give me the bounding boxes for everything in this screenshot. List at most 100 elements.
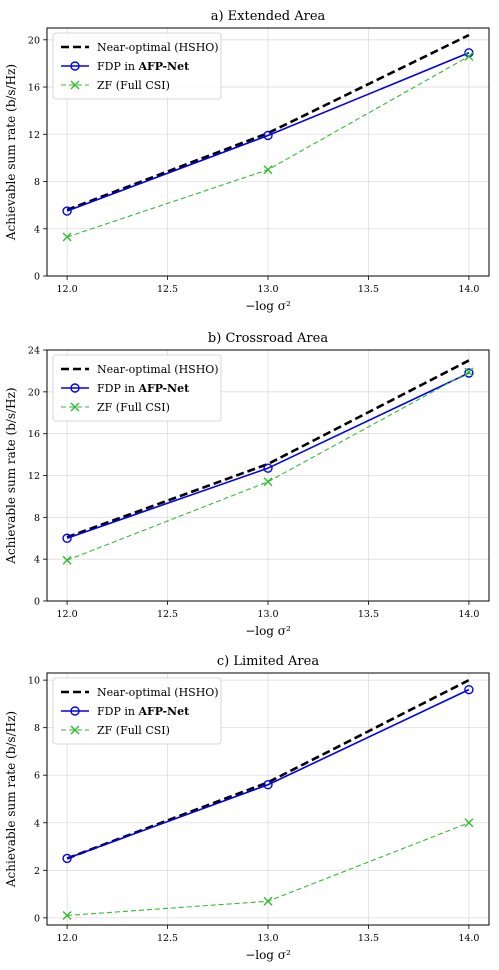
legend-box [52,32,222,100]
chart-title: a) Extended Area [211,9,326,24]
chart-panel-1: a) Extended Area 12.0 12.5 13.0 13.5 14.0 0 4 8 1… [4,9,490,313]
data-point-x [464,367,474,377]
data-point-circle [263,780,273,790]
x-tick-label: 13.0 [257,933,278,944]
legend-marker-circle [70,61,80,71]
series-line-3 [66,371,470,561]
x-tick-label: 12.0 [57,284,78,295]
legend: Near-optimal (HSHO) FDP in AFP-Net ZF (Ful… [52,354,222,422]
legend-marker-x [70,80,80,90]
x-tick-label: 12.5 [157,609,178,620]
y-axis-label: Achievable sum rate (b/s/Hz) [4,64,18,241]
y-tick-label: 8 [34,513,40,524]
x-tick-label: 13.5 [358,933,379,944]
series-line-1 [66,359,470,539]
data-point-circle [263,463,273,473]
legend-marker-circle [70,383,80,393]
data-point-x [263,896,273,906]
data-point-x-stroke [62,232,72,242]
legend-label: FDP in AFP-Net [97,60,190,73]
y-tick-label: 8 [34,177,40,188]
chart-title: b) Crossroad Area [208,331,328,346]
data-point-circle [263,130,273,141]
legend-label-bold: AFP-Net [137,60,190,73]
data-point-circle [62,533,72,543]
y-tick-label: 10 [28,676,40,687]
data-point-x-stroke [263,165,273,175]
data-point-x-stroke [464,367,474,377]
y-tick-label: 20 [28,387,40,398]
chart-panel-2: b) Crossroad Area 12.0 12.5 13.0 13.5 14.0 0 4 8… [4,331,490,638]
data-point-x-stroke [263,477,273,487]
legend-marker-x [70,725,80,735]
y-tick-label: 16 [28,429,40,440]
legend-label: FDP in AFP-Net [97,382,190,395]
series-line-1 [66,33,470,212]
y-tick-label: 20 [28,35,40,46]
legend-label: Near-optimal (HSHO) [97,686,219,699]
legend: Near-optimal (HSHO) FDP in AFP-Net ZF (Ful… [52,32,222,100]
legend-label-prefix: FDP in [97,382,138,395]
x-tick-label: 12.0 [57,609,78,620]
legend-label: ZF (Full CSI) [97,79,170,92]
x-tick-label: 13.5 [358,609,379,620]
data-point-x [464,51,474,61]
y-axis-label: Achievable sum rate (b/s/Hz) [4,711,18,888]
data-point-x-stroke [62,910,72,920]
data-point-circle [464,368,474,378]
x-tick-label: 14.0 [458,609,479,620]
data-point-x-stroke [62,555,72,565]
y-tick-label: 4 [34,818,40,829]
series-line-2 [66,688,470,860]
data-point-x-stroke [263,896,273,906]
y-tick-label: 16 [28,83,40,94]
data-point-x [62,555,72,565]
x-tick-label: 13.0 [257,284,278,295]
legend-box [52,677,222,745]
data-point-x [62,910,72,920]
data-point-x [62,232,72,242]
legend-label: ZF (Full CSI) [97,401,170,414]
legend-marker-x [70,402,80,412]
x-tick-label: 13.5 [358,284,379,295]
legend-label-bold: AFP-Net [137,705,190,718]
y-tick-label: 0 [34,597,40,608]
data-point-circle [62,206,72,216]
x-tick-label: 12.0 [57,933,78,944]
chart-title: c) Limited Area [217,654,319,669]
data-point-x-stroke [464,51,474,61]
legend-label-bold: AFP-Net [137,382,190,395]
x-axis-label: −log σ² [245,299,291,313]
y-tick-label: 0 [34,272,40,283]
legend-label: FDP in AFP-Net [97,705,190,718]
y-tick-label: 4 [34,224,40,235]
x-tick-label: 12.5 [157,284,178,295]
chart-panel-3: c) Limited Area 12.0 12.5 13.0 13.5 14.0 0 2 4 6 8… [4,654,490,962]
data-point-circle [464,684,474,695]
series-line-2 [66,372,470,540]
x-tick-label: 12.5 [157,933,178,944]
data-point-circle [62,853,72,864]
y-tick-label: 0 [34,913,40,924]
data-point-x [263,165,273,175]
y-tick-label: 2 [34,866,40,877]
legend-label-prefix: FDP in [97,705,138,718]
data-point-x [464,818,474,828]
legend-label: ZF (Full CSI) [97,724,170,737]
data-point-x-stroke [464,818,474,828]
legend-box [52,354,222,422]
legend-label: Near-optimal (HSHO) [97,363,219,376]
series-line-1 [66,678,470,860]
y-tick-label: 6 [34,771,40,782]
y-tick-label: 12 [28,471,40,482]
x-tick-label: 14.0 [458,933,479,944]
series-line-2 [66,52,470,212]
legend: Near-optimal (HSHO) FDP in AFP-Net ZF (Ful… [52,677,222,745]
y-tick-label: 24 [28,346,40,357]
y-axis-label: Achievable sum rate (b/s/Hz) [4,387,18,564]
y-tick-label: 4 [34,555,40,566]
data-point-x [263,477,273,487]
legend-label-prefix: FDP in [97,60,138,73]
x-axis-label: −log σ² [245,948,291,962]
